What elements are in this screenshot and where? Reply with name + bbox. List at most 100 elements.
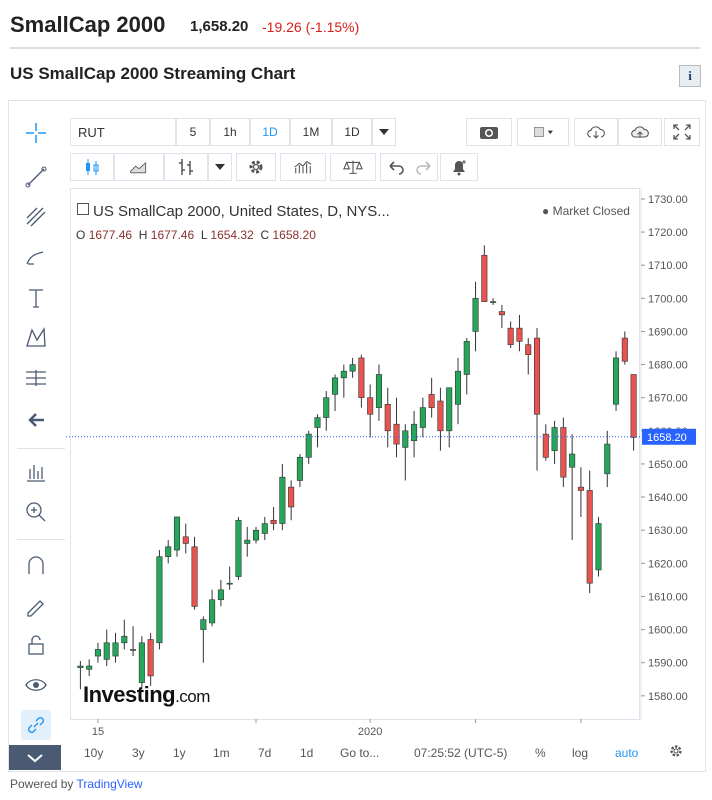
candle-body xyxy=(112,642,119,657)
settings-icon[interactable] xyxy=(236,153,276,181)
auto-toggle[interactable]: auto xyxy=(615,746,639,760)
candle-body xyxy=(516,327,523,342)
candle-body xyxy=(358,357,365,398)
candle-body xyxy=(332,377,339,395)
brush-icon[interactable] xyxy=(21,242,51,272)
undo-icon[interactable] xyxy=(380,153,410,181)
candle-body xyxy=(525,344,532,355)
collapse-icon[interactable] xyxy=(9,745,61,770)
chart-type-dropdown-icon[interactable] xyxy=(208,153,232,181)
candle-body xyxy=(252,529,260,541)
chart-legend: US SmallCap 2000, United States, D, NYS.… xyxy=(77,203,630,221)
y-tick-label: 1720.00 xyxy=(648,227,688,239)
candle-body xyxy=(384,404,391,432)
candle-body xyxy=(551,427,558,451)
candle-body xyxy=(200,619,207,630)
fib-icon[interactable] xyxy=(21,202,51,232)
range-1m[interactable]: 1m xyxy=(213,746,230,760)
chart-settings-icon[interactable] xyxy=(668,743,684,762)
candles-icon[interactable] xyxy=(70,153,114,181)
magnet-icon[interactable] xyxy=(21,550,51,580)
compare-icon[interactable] xyxy=(330,153,376,181)
percent-toggle[interactable]: % xyxy=(535,746,546,760)
measure-icon[interactable] xyxy=(21,363,51,393)
low-label: L xyxy=(200,228,208,242)
unlock-icon[interactable] xyxy=(21,630,51,660)
close-value: 1658.20 xyxy=(272,228,316,242)
candle-body xyxy=(560,427,567,478)
fullscreen-icon[interactable] xyxy=(664,118,700,146)
interval-1m[interactable]: 1M xyxy=(290,118,332,146)
header-divider xyxy=(10,47,700,49)
log-toggle[interactable]: log xyxy=(572,746,589,760)
y-tick-label: 1710.00 xyxy=(648,260,688,272)
candle-body xyxy=(577,486,584,491)
candle-body xyxy=(613,357,620,405)
eye-icon[interactable] xyxy=(21,670,51,700)
y-tick-label: 1630.00 xyxy=(648,525,688,537)
candle-body xyxy=(235,519,242,577)
low-value: 1654.32 xyxy=(210,228,254,242)
candle-body xyxy=(542,433,549,458)
page-title: US SmallCap 2000 Streaming Chart xyxy=(10,64,296,83)
last-price-label: 1658.20 xyxy=(647,432,687,444)
candle-body xyxy=(437,400,444,432)
y-tick-label: 1580.00 xyxy=(648,691,688,703)
candle-body xyxy=(569,453,576,468)
candle-body xyxy=(375,374,382,408)
ohlc-values: O 1677.46 H 1677.46 L 1654.32 C 1658.20 xyxy=(76,228,316,242)
bar-icon[interactable] xyxy=(164,153,208,181)
zoom-in-icon[interactable] xyxy=(21,497,51,527)
candle-body xyxy=(138,642,145,683)
zoom-out-icon[interactable] xyxy=(21,457,51,487)
text-icon[interactable] xyxy=(21,283,51,313)
candle-body xyxy=(595,523,602,571)
range-7d[interactable]: 7d xyxy=(258,746,272,760)
candle-body xyxy=(402,430,409,448)
cloud-download-icon[interactable] xyxy=(574,118,618,146)
back-arrow-icon[interactable] xyxy=(21,405,51,435)
candle-body xyxy=(314,417,321,428)
range-3y[interactable]: 3y xyxy=(132,746,145,760)
area-icon[interactable] xyxy=(114,153,164,181)
tradingview-link[interactable]: TradingView xyxy=(76,777,143,791)
candle-body xyxy=(621,337,628,362)
info-icon[interactable]: i xyxy=(679,65,701,87)
powered-by-text: Powered by xyxy=(10,777,74,791)
alert-icon[interactable] xyxy=(440,153,478,181)
trend-line-icon[interactable] xyxy=(21,162,51,192)
indicator-icon[interactable] xyxy=(280,153,326,181)
cloud-upload-icon[interactable] xyxy=(618,118,662,146)
clock-time[interactable]: 07:25:52 (UTC-5) xyxy=(414,746,508,760)
pattern-icon[interactable] xyxy=(21,323,51,353)
interval-1d[interactable]: 1D xyxy=(250,118,290,146)
lock-drawing-icon[interactable] xyxy=(21,590,51,620)
redo-icon[interactable] xyxy=(410,153,438,181)
collapse-legend-icon[interactable] xyxy=(77,203,89,215)
candle-body xyxy=(472,298,479,332)
symbol-input[interactable]: RUT xyxy=(70,118,176,146)
goto-date[interactable]: Go to... xyxy=(340,746,380,760)
logo-brand: Investing xyxy=(83,682,176,707)
link-icon[interactable] xyxy=(21,710,51,740)
candle-body xyxy=(533,337,541,415)
range-1d[interactable]: 1d xyxy=(300,746,314,760)
crosshair-icon[interactable] xyxy=(21,118,51,148)
candle-body xyxy=(191,546,198,607)
candle-body xyxy=(498,311,505,316)
range-10y[interactable]: 10y xyxy=(84,746,104,760)
candle-body xyxy=(103,642,110,660)
camera-icon[interactable] xyxy=(466,118,512,146)
candle-body xyxy=(367,397,374,415)
background-icon[interactable] xyxy=(517,118,569,146)
interval-1h[interactable]: 1h xyxy=(210,118,250,146)
interval-dropdown-icon[interactable] xyxy=(372,118,396,146)
x-tick-label: 15 xyxy=(92,726,104,738)
candle-body xyxy=(130,649,137,651)
range-1y[interactable]: 1y xyxy=(173,746,186,760)
candle-body xyxy=(270,519,277,524)
interval-5[interactable]: 5 xyxy=(176,118,210,146)
toolbar-divider xyxy=(17,448,65,449)
interval-1d-custom[interactable]: 1D xyxy=(332,118,372,146)
